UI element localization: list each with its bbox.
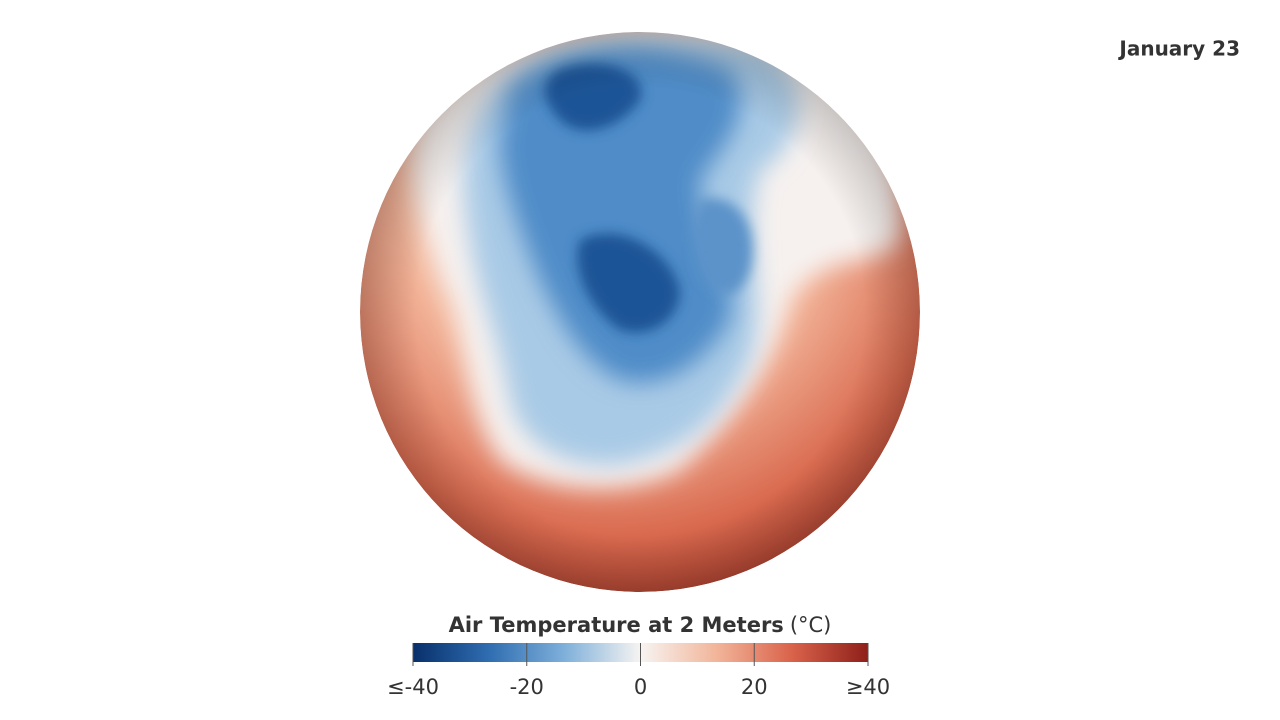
colorbar-title-text: Air Temperature at 2 Meters — [449, 613, 784, 637]
colorbar-title: Air Temperature at 2 Meters (°C) — [449, 613, 832, 637]
tick-label: 20 — [741, 675, 768, 699]
globe — [360, 32, 920, 592]
tick-label: ≥40 — [846, 675, 890, 699]
tick-label: ≤-40 — [387, 675, 439, 699]
colorbar-unit: (°C) — [790, 613, 832, 637]
globe-shade — [360, 32, 920, 592]
tick-label: -20 — [510, 675, 544, 699]
colorbar-ticks: ≤-40 -20 0 20 ≥40 — [387, 643, 890, 699]
tick-label: 0 — [634, 675, 647, 699]
date-label: January 23 — [1117, 37, 1240, 61]
